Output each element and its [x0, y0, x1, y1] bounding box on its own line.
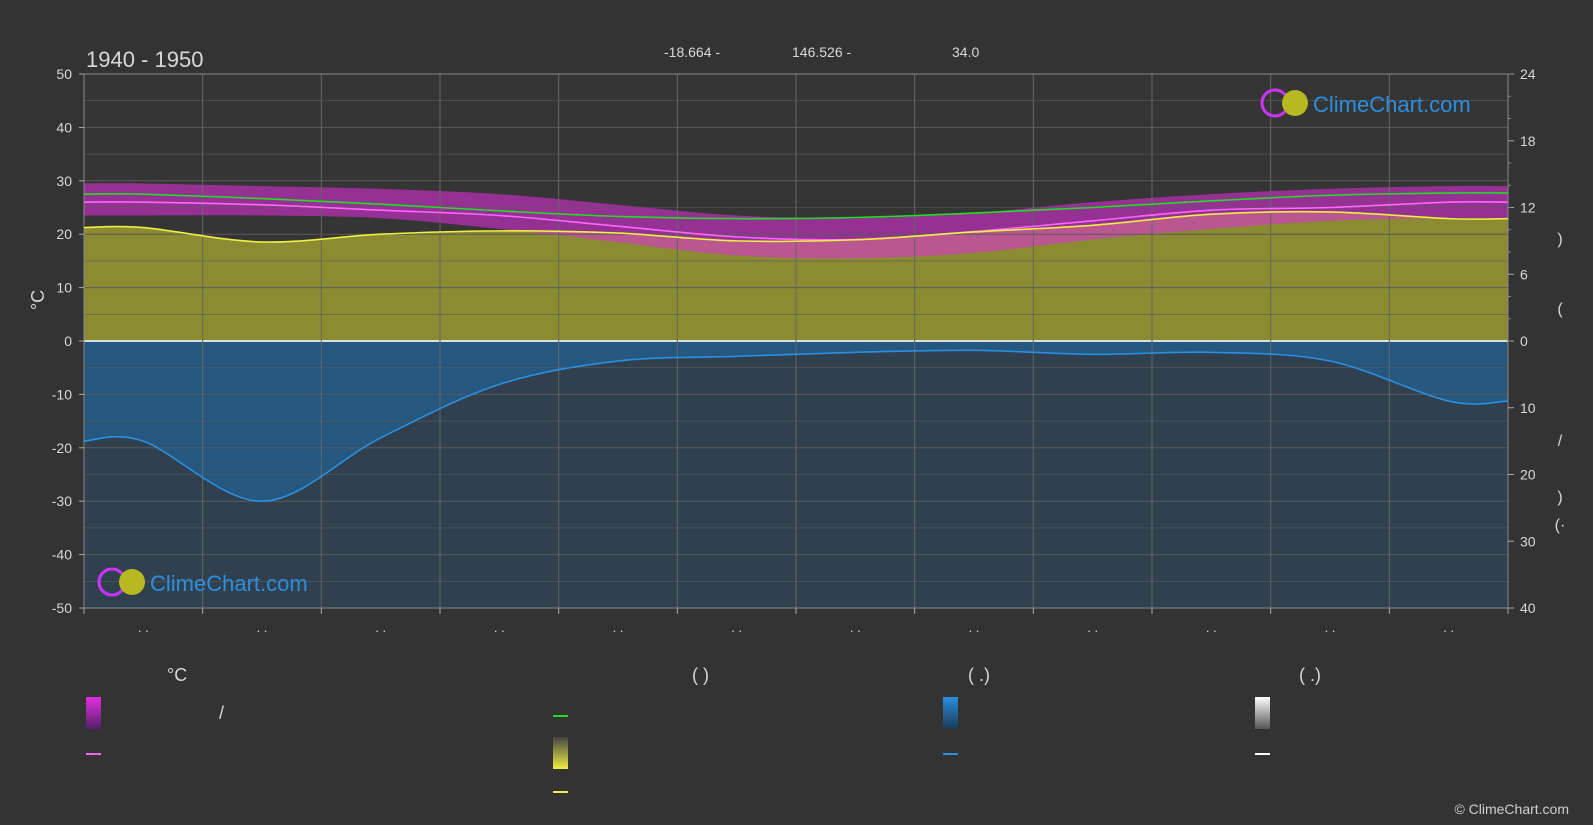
longitude-label: 146.526 -: [792, 44, 851, 60]
copyright: © ClimeChart.com: [1454, 801, 1569, 817]
right-label-2: (: [1557, 301, 1563, 318]
left-tick-label: 10: [56, 280, 72, 296]
legend-precip-swatch: [943, 697, 958, 729]
month-label: . .: [1206, 620, 1217, 635]
sunshine-line: [83, 210, 1509, 243]
right-tick-label: 0: [1520, 333, 1528, 349]
axis-layer: 50 40 30 20 10 0 -10 -20 -30 -40 -50 24 18 12 6 0 10 20 30…: [52, 66, 1536, 635]
right-label-5: (·: [1555, 517, 1566, 534]
right-axis-labels: ) ( / ) (·: [1555, 231, 1566, 534]
logo-text: ClimeChart.com: [150, 571, 308, 596]
right-tick-label: 20: [1520, 467, 1536, 483]
period-title: 1940 - 1950: [86, 47, 203, 72]
month-label: . .: [257, 620, 268, 635]
legend-temp-sep: /: [219, 703, 225, 723]
month-label: . .: [969, 620, 980, 635]
right-label-3: /: [1558, 433, 1563, 450]
right-tick-label: 30: [1520, 533, 1536, 549]
month-label: . .: [138, 620, 149, 635]
legend-snow-swatch: [1255, 697, 1270, 729]
right-label-4: ): [1557, 489, 1562, 506]
left-tick-label: 20: [56, 226, 72, 242]
legend-daylight-swatch: [553, 715, 568, 717]
month-label: . .: [850, 620, 861, 635]
left-axis-unit: °C: [28, 290, 48, 310]
left-tick-label: -30: [52, 493, 72, 509]
month-label: . .: [1443, 620, 1454, 635]
left-tick-label: -50: [52, 600, 72, 616]
right-label-1: ): [1557, 231, 1562, 248]
month-label: . .: [1087, 620, 1098, 635]
left-tick-label: -40: [52, 547, 72, 563]
month-label: . .: [1325, 620, 1336, 635]
legend-sun-header: ( ): [692, 665, 709, 685]
legend-sunshine-swatch: [553, 737, 568, 769]
precipitation-line: [83, 349, 1509, 503]
legend-rain-header: ( .): [968, 665, 990, 685]
left-tick-label: -10: [52, 386, 72, 402]
legend-temp-range-swatch: [86, 697, 101, 729]
left-tick-label: 50: [56, 66, 72, 82]
logo-text: ClimeChart.com: [1313, 92, 1471, 117]
grid-layer: [83, 73, 1509, 609]
latitude-label: -18.664 -: [664, 44, 720, 60]
right-tick-label: 24: [1520, 66, 1536, 82]
legend-temp-header: °C: [167, 665, 188, 685]
right-tick-label: 12: [1520, 200, 1536, 216]
legend-snow-header: ( .): [1299, 665, 1321, 685]
right-tick-label: 6: [1520, 266, 1528, 282]
right-tick-label: 10: [1520, 400, 1536, 416]
month-label: . .: [375, 620, 386, 635]
legend-precip-line-swatch: [943, 753, 958, 755]
legend-mean-temp-swatch: [86, 753, 101, 755]
month-label: . .: [494, 620, 505, 635]
left-tick-label: 40: [56, 119, 72, 135]
month-label: . .: [613, 620, 624, 635]
left-tick-label: -20: [52, 440, 72, 456]
left-tick-label: 0: [64, 333, 72, 349]
logo-top: ClimeChart.com: [1260, 88, 1471, 118]
right-tick-label: 18: [1520, 133, 1536, 149]
logo-bottom: ClimeChart.com: [97, 567, 308, 597]
mean-temp-line: [83, 200, 1509, 241]
logo-sun-icon: [1282, 90, 1308, 116]
legend-sunshine-line-swatch: [553, 791, 568, 793]
line-layer: [83, 192, 1509, 503]
elevation-label: 34.0: [952, 44, 979, 60]
left-tick-label: 30: [56, 173, 72, 189]
daylight-line: [83, 192, 1509, 220]
month-label: . .: [731, 620, 742, 635]
right-tick-label: 40: [1520, 600, 1536, 616]
legend-snow-line-swatch: [1255, 753, 1270, 755]
logo-sun-icon: [119, 569, 145, 595]
